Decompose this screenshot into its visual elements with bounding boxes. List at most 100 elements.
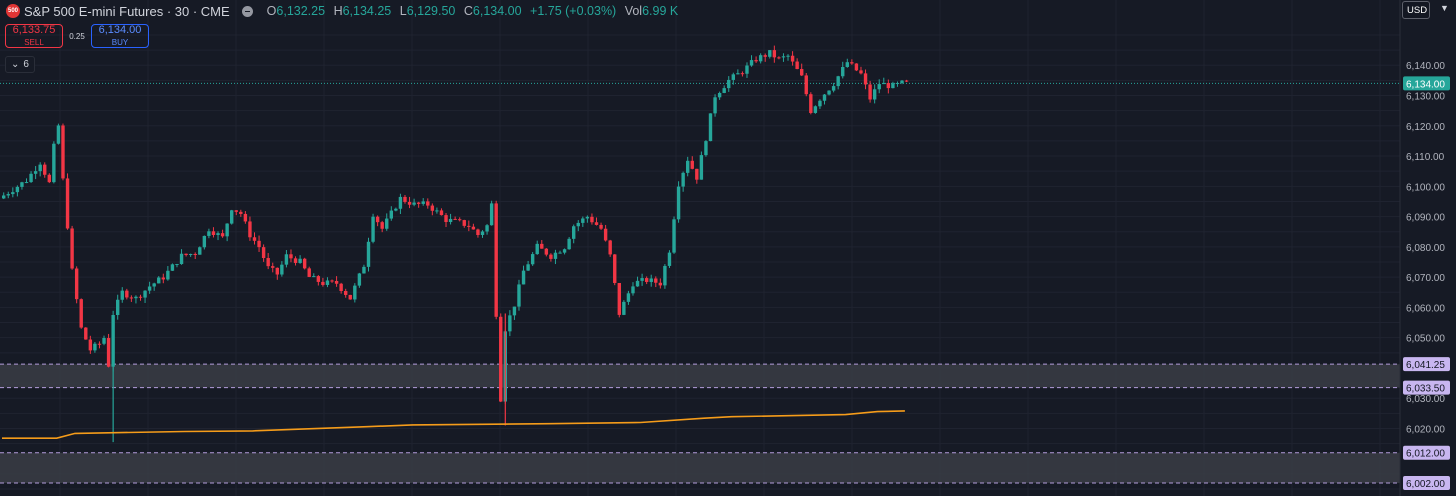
candle [640,278,644,281]
candle [549,254,553,259]
y-tick-label: 6,080.00 [1406,243,1445,254]
vwap-line [2,410,905,440]
candle [426,201,430,206]
candle [521,270,526,285]
candle [594,222,599,225]
y-tick-label: 6,070.00 [1406,273,1445,284]
candle [20,182,24,187]
candle [371,216,375,242]
candle [877,84,881,90]
candle [786,55,790,57]
candle [120,290,124,300]
candle [841,66,845,77]
candle [211,231,216,235]
candle [617,282,621,315]
zone-top-label-bg [1403,357,1450,372]
candle [280,264,284,275]
zone-top-label: 6,041.25 [1406,360,1445,371]
candle [339,283,343,292]
candle [480,231,485,236]
candle [385,218,389,229]
candle [70,228,74,269]
candle [471,226,476,230]
candle [626,293,631,302]
candle [111,314,115,367]
open-label: O [266,4,277,18]
candle [202,235,207,248]
candle [590,216,594,223]
candle [325,280,330,285]
y-tick-label: 6,100.00 [1406,182,1445,193]
candle [380,222,384,229]
candle [79,299,83,328]
candle [891,83,895,89]
candle [485,225,489,232]
volume-value: 6.99 K [642,4,679,18]
y-tick-label: 6,060.00 [1406,303,1445,314]
candle [33,171,38,174]
candle [740,73,745,75]
candle [220,233,225,237]
candle [403,196,407,202]
candle [681,172,685,187]
candle [284,254,289,265]
candle [822,94,827,101]
candle [47,174,51,183]
last-price-label-bg [1403,76,1450,91]
candle [157,277,161,284]
candle [508,315,512,332]
candle [558,252,562,254]
close-value: 6,134.00 [472,4,522,18]
symbol-title[interactable]: S&P 500 E-mini Futures · 30 · CME [24,3,230,19]
candle [686,160,690,173]
buy-button[interactable]: 6,134.00 BUY [91,24,149,48]
candle [239,211,243,214]
collapse-legend-icon[interactable] [241,5,253,17]
candle [252,237,257,241]
candle [622,301,626,315]
y-tick-label: 6,140.00 [1406,61,1445,72]
candle [330,280,334,282]
candle [613,254,617,283]
candle [266,258,270,267]
candle [362,266,366,274]
candle [298,258,302,263]
candle [749,60,754,66]
candle [38,164,42,172]
candle [804,75,808,95]
zone-bottom-label: 6,033.50 [1406,384,1445,395]
change-value: +1.75 (+0.03%) [530,4,617,18]
currency-button[interactable]: USD [1402,1,1430,19]
candle [257,240,261,248]
candle [859,70,863,74]
candle [97,343,102,345]
chevron-down-icon[interactable]: ▼ [1440,3,1449,13]
candle [499,316,503,402]
candle [357,273,362,286]
candle [444,215,448,223]
candle [672,219,676,253]
candle [407,201,412,205]
candle [800,69,804,76]
candle [599,224,603,229]
candle [29,173,33,183]
candle [416,202,421,204]
candle [868,84,872,100]
candle [845,62,849,67]
candle [125,290,129,298]
candle [394,208,398,211]
candle [6,194,10,196]
candle [863,73,868,85]
candle [608,240,612,255]
low-label: L [399,4,407,18]
indicators-toggle[interactable]: ⌄ 6 [5,56,35,73]
candle [754,60,758,62]
candle [102,338,106,344]
zone-top-label-bg [1403,445,1450,460]
candle [225,223,229,237]
sell-button[interactable]: 6,133.75 SELL [5,24,63,48]
candle [836,76,840,87]
candle [713,97,717,114]
